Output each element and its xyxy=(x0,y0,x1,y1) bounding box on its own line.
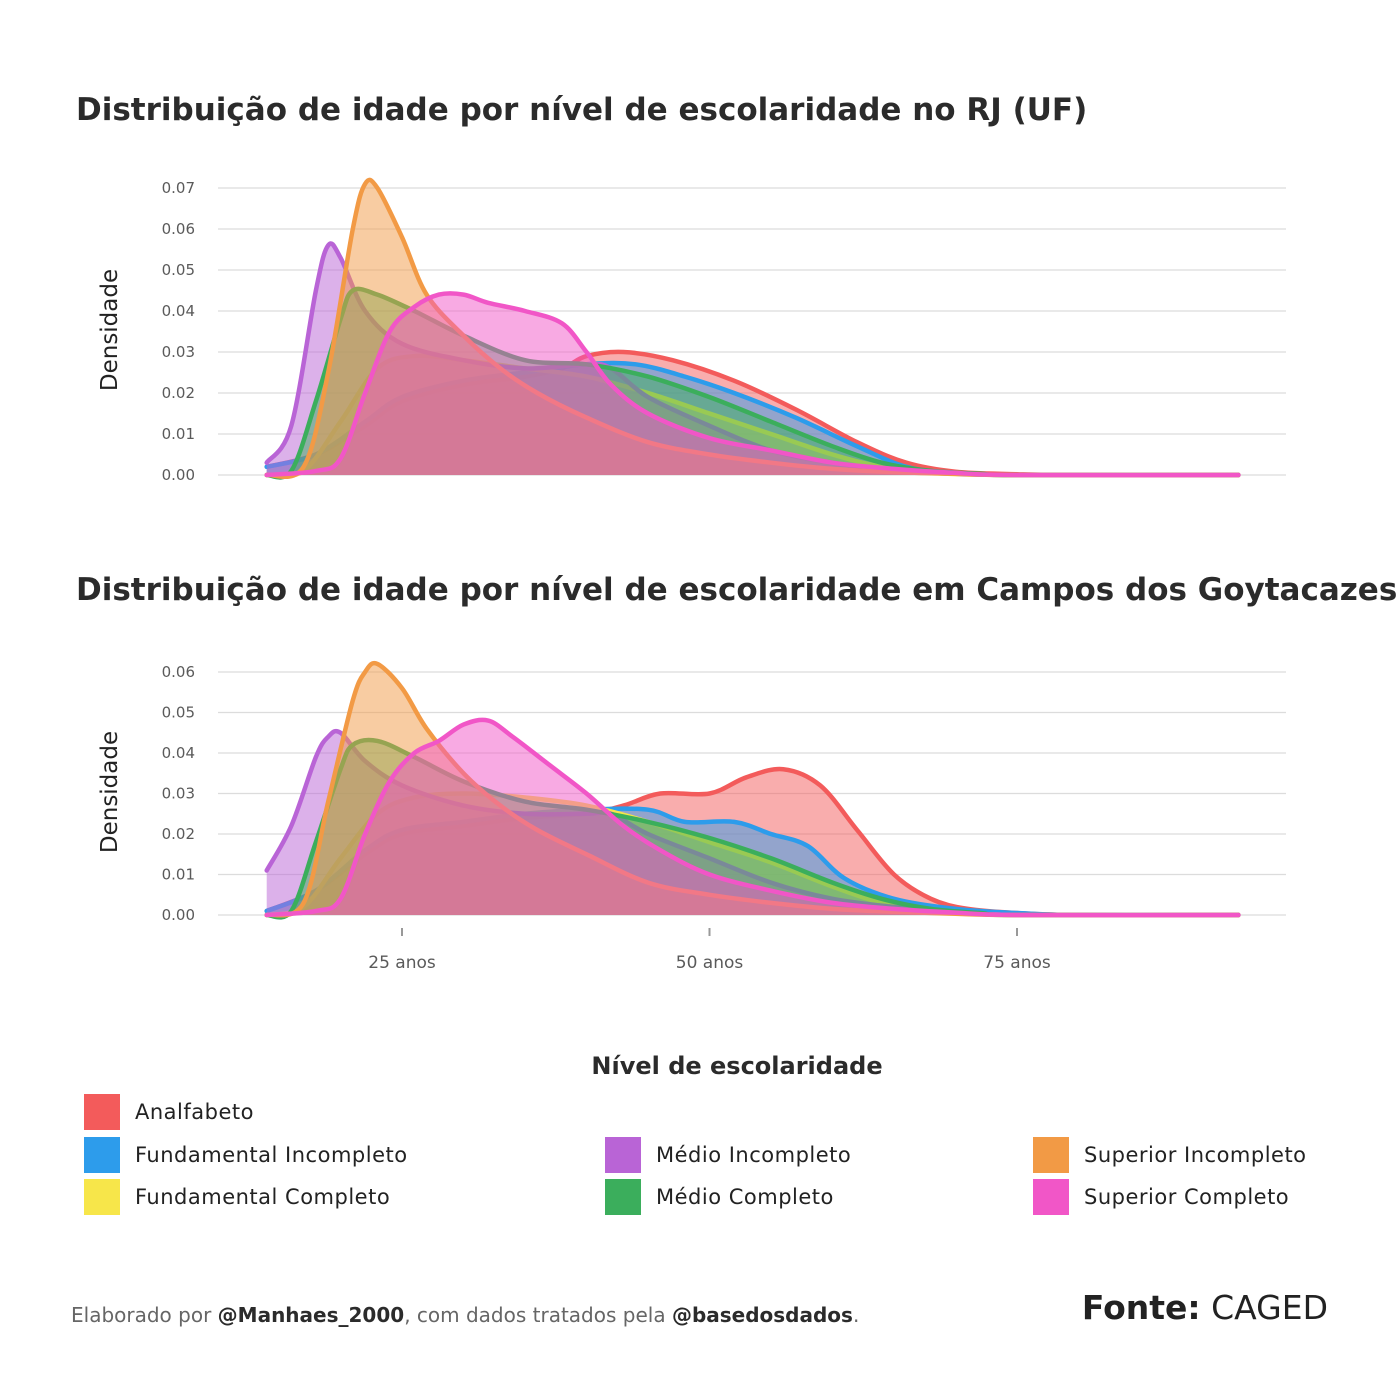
footer-org: @basedosdados xyxy=(671,1303,853,1327)
series-area xyxy=(266,719,1239,916)
legend-item-analfabeto: Analfabeto xyxy=(84,1093,254,1131)
legend-swatch xyxy=(1033,1137,1069,1173)
legend-label: Médio Incompleto xyxy=(656,1143,852,1167)
legend-swatch xyxy=(84,1179,120,1215)
legend-swatch xyxy=(605,1179,641,1215)
series-superior-completo xyxy=(264,291,1241,478)
chart-1: Distribuição de idade por nível de escol… xyxy=(76,92,1286,484)
chart-title: Distribuição de idade por nível de escol… xyxy=(76,572,1397,608)
y-tick-label: 0.00 xyxy=(162,466,195,484)
chart-2: Distribuição de idade por nível de escol… xyxy=(76,572,1397,973)
y-tick-label: 0.01 xyxy=(162,425,195,443)
y-tick-label: 0.06 xyxy=(162,663,195,681)
footer-prefix: Elaborado por xyxy=(71,1303,218,1327)
legend-swatch xyxy=(84,1137,120,1173)
legend-swatch xyxy=(84,1094,120,1130)
series-line xyxy=(264,717,1241,918)
y-tick-label: 0.00 xyxy=(162,906,195,924)
legend-label: Superior Incompleto xyxy=(1084,1143,1307,1167)
y-tick-label: 0.01 xyxy=(162,866,195,884)
y-tick-label: 0.02 xyxy=(162,825,195,843)
source-value: CAGED xyxy=(1211,1288,1328,1327)
y-tick-label: 0.04 xyxy=(162,302,195,320)
legend-item-superior-incompleto: Superior Incompleto xyxy=(1033,1136,1307,1174)
source-credit: Fonte: CAGED xyxy=(1082,1288,1328,1327)
legend-swatch xyxy=(605,1137,641,1173)
y-tick-label: 0.03 xyxy=(162,785,195,803)
y-tick-label: 0.05 xyxy=(162,704,195,722)
legend-item-superior-completo: Superior Completo xyxy=(1033,1178,1289,1216)
chart-title: Distribuição de idade por nível de escol… xyxy=(76,92,1087,128)
y-tick-label: 0.07 xyxy=(162,179,195,197)
legend-label: Superior Completo xyxy=(1084,1185,1290,1209)
legend-label: Analfabeto xyxy=(135,1100,254,1124)
y-tick-label: 0.02 xyxy=(162,384,195,402)
y-tick-label: 0.06 xyxy=(162,220,195,238)
legend-label: Médio Completo xyxy=(656,1185,834,1209)
legend-item-medio-completo: Médio Completo xyxy=(605,1178,834,1216)
legend-label: Fundamental Completo xyxy=(135,1185,391,1209)
x-tick-label: 75 anos xyxy=(983,953,1051,973)
footer-author: @Manhaes_2000 xyxy=(217,1303,405,1327)
y-axis-label: Densidade xyxy=(97,731,123,853)
legend-title: Nível de escolaridade xyxy=(591,1052,883,1080)
series-area xyxy=(266,293,1239,476)
y-axis-label: Densidade xyxy=(97,269,123,391)
x-tick-label: 50 anos xyxy=(676,953,744,973)
footer-credit: Elaborado por @Manhaes_2000, com dados t… xyxy=(71,1303,859,1327)
y-tick-label: 0.05 xyxy=(162,261,195,279)
series-superior-completo xyxy=(264,717,1241,918)
density-charts: Distribuição de idade por nível de escol… xyxy=(76,92,1397,973)
legend-item-fundamental-incompleto: Fundamental Incompleto xyxy=(84,1136,408,1174)
y-tick-label: 0.04 xyxy=(162,744,195,762)
legend-swatch xyxy=(1033,1179,1069,1215)
y-tick-label: 0.03 xyxy=(162,343,195,361)
source-label: Fonte: xyxy=(1081,1288,1201,1327)
footer-middle: , com dados tratados pela xyxy=(404,1303,672,1327)
legend-label: Fundamental Incompleto xyxy=(135,1143,408,1167)
legend-item-medio-incompleto: Médio Incompleto xyxy=(605,1136,851,1174)
series-line xyxy=(264,291,1241,478)
legend-item-fundamental-completo: Fundamental Completo xyxy=(84,1178,390,1216)
footer-suffix: . xyxy=(852,1303,860,1327)
x-tick-label: 25 anos xyxy=(368,953,436,973)
